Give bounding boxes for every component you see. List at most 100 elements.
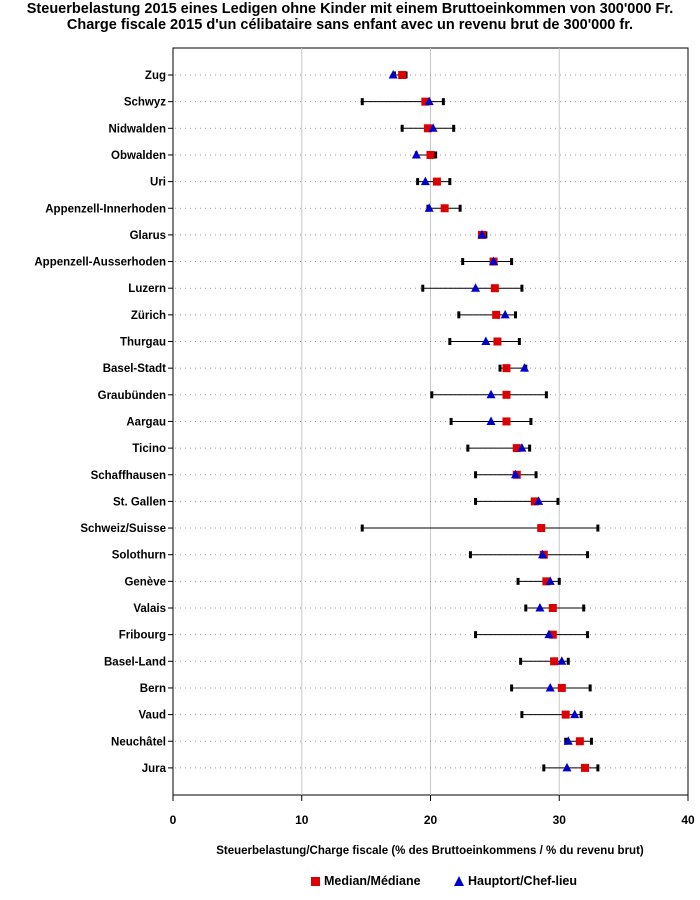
row-20-range-max-cap: [582, 604, 586, 612]
row-23-range-max-cap: [588, 684, 592, 692]
x-tick-label-4: 40: [681, 813, 695, 827]
row-20-capital-marker: [535, 603, 545, 612]
row-4-range-min-cap: [416, 178, 420, 186]
row-6-capital-marker: [477, 229, 487, 239]
row-11-label: Basel-Stadt: [103, 363, 166, 375]
row-24-label: Vaud: [139, 710, 166, 722]
row-19-median-marker: [542, 577, 551, 586]
row-13-capital-marker: [486, 416, 496, 425]
capital-marker-icon: [454, 876, 464, 886]
row-25-capital-marker: [563, 736, 573, 745]
row-23-label: Bern: [140, 683, 166, 695]
row-8-capital-marker: [471, 283, 481, 292]
row-24-capital-marker: [570, 709, 580, 719]
row-10-median-marker: [493, 337, 502, 346]
row-18-label: Solothurn: [112, 550, 166, 562]
row-12-range-min-cap: [430, 391, 434, 399]
row-25-range-max-cap: [589, 737, 593, 745]
row-26-median-marker: [581, 763, 589, 772]
row-4-median-marker: [432, 177, 441, 186]
row-3-range-max-cap: [434, 151, 438, 159]
x-tick-label-2: 20: [424, 813, 438, 827]
row-9-range-max-cap: [513, 311, 517, 319]
row-24-range-max-cap: [579, 711, 583, 719]
row-21-capital-marker: [544, 629, 554, 639]
row-4-label: Uri: [150, 177, 166, 189]
row-0-capital-marker: [388, 70, 398, 79]
row-20-label: Valais: [133, 603, 166, 615]
row-14-median-marker: [512, 444, 521, 453]
row-20-range-min-cap: [524, 604, 528, 612]
row-7-label: Appenzell-Ausserhoden: [34, 257, 166, 269]
row-13-range-min-cap: [449, 417, 453, 425]
row-2-range-min-cap: [400, 124, 404, 132]
row-5-range-max-cap: [458, 204, 462, 212]
row-21-range-min-cap: [474, 631, 478, 639]
row-8-median-marker: [490, 284, 499, 293]
row-10-range-min-cap: [448, 338, 452, 345]
x-axis-label: Steuerbelastung/Charge fiscale (% des Br…: [216, 845, 644, 857]
row-10-range-max-cap: [517, 338, 521, 345]
row-17-label: Schweiz/Suisse: [80, 523, 166, 535]
row-13-label: Aargau: [126, 416, 166, 428]
row-16-range-max-cap: [556, 497, 560, 505]
row-18-capital-marker: [538, 549, 548, 559]
row-22-capital-marker: [557, 656, 567, 665]
row-17-median-marker: [537, 524, 546, 533]
row-22-median-marker: [550, 657, 559, 666]
row-13-median-marker: [502, 417, 511, 426]
row-19-range-max-cap: [557, 577, 561, 585]
row-21-range-max-cap: [586, 631, 590, 639]
row-4-capital-marker: [420, 176, 430, 186]
row-9-range-min-cap: [457, 311, 461, 319]
row-1-range-min-cap: [360, 98, 364, 106]
row-15-label: Schaffhausen: [91, 470, 166, 482]
x-tick-label-1: 10: [295, 813, 309, 827]
row-18-range-max-cap: [586, 551, 590, 559]
row-7-range-min-cap: [461, 258, 465, 266]
row-14-capital-marker: [517, 443, 527, 452]
dot-range-chart: 0 10 20 30 40 Steuerbelastung/Charge fiscale …: [34, 47, 695, 857]
row-14-range-min-cap: [466, 444, 470, 452]
row-2-range-max-cap: [452, 124, 456, 132]
legend-item-capital: Hauptort/Chef-lieu: [454, 874, 577, 888]
row-16-capital-marker: [534, 496, 544, 505]
row-13-range-max-cap: [529, 417, 533, 425]
row-15-range-min-cap: [474, 471, 478, 479]
row-8-range-min-cap: [421, 284, 425, 292]
chart-title: Steuerbelastung 2015 eines Ledigen ohne …: [26, 1, 674, 17]
row-1-median-marker: [421, 97, 430, 106]
row-14-label: Ticino: [132, 443, 166, 455]
row-1-range-max-cap: [441, 98, 445, 106]
row-19-range-min-cap: [516, 577, 520, 585]
row-19-capital-marker: [545, 576, 555, 585]
row-0-median-marker: [398, 71, 407, 79]
row-11-range-min-cap: [498, 364, 502, 372]
row-9-capital-marker: [500, 309, 510, 319]
row-25-label: Neuchâtel: [111, 736, 166, 748]
row-8-label: Luzern: [128, 283, 166, 295]
row-19-label: Genève: [124, 576, 166, 588]
row-18-range-min-cap: [468, 551, 472, 559]
row-25-median-marker: [575, 737, 584, 746]
row-4-range-max-cap: [448, 178, 452, 186]
row-17-range-min-cap: [360, 524, 364, 532]
row-26-capital-marker: [562, 762, 572, 772]
row-3-median-marker: [426, 150, 435, 159]
row-23-capital-marker: [545, 682, 555, 692]
row-23-range-min-cap: [510, 684, 514, 692]
row-26-range-min-cap: [542, 764, 546, 772]
row-16-label: St. Gallen: [113, 496, 166, 508]
row-24-median-marker: [561, 710, 570, 719]
row-22-range-max-cap: [566, 657, 570, 665]
row-9-label: Zürich: [131, 310, 166, 322]
row-23-median-marker: [557, 683, 566, 692]
row-7-capital-marker: [489, 256, 499, 266]
row-22-range-min-cap: [519, 657, 523, 665]
row-12-label: Graubünden: [98, 390, 166, 402]
row-2-label: Nidwalden: [108, 123, 166, 135]
row-8-range-max-cap: [520, 284, 524, 292]
row-15-capital-marker: [510, 469, 520, 479]
row-26-label: Jura: [142, 763, 167, 775]
row-11-capital-marker: [519, 363, 529, 372]
